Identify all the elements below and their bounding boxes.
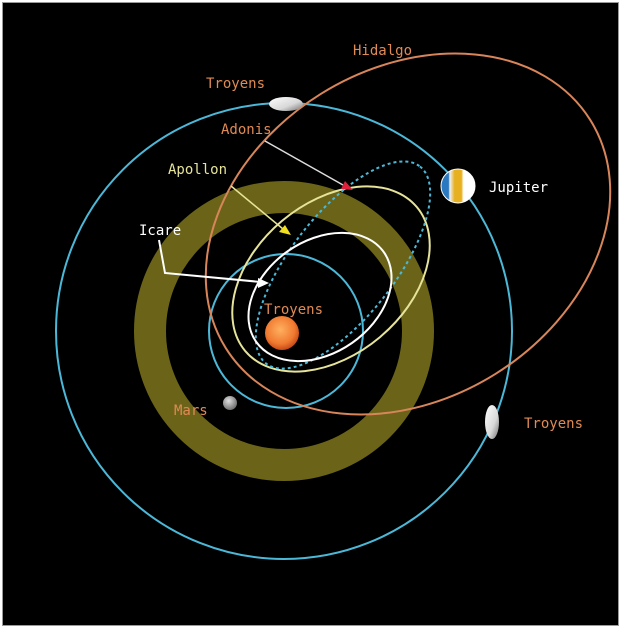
apollon-pointer — [230, 185, 284, 230]
sun — [265, 316, 299, 350]
label-troyens-center: Troyens — [264, 302, 323, 318]
asteroid-belt — [134, 181, 434, 481]
adonis-arrowhead — [341, 181, 353, 190]
adonis-pointer — [264, 140, 344, 186]
icare-arrowhead — [258, 278, 269, 288]
label-icare: Icare — [139, 223, 181, 239]
hidalgo-orbit — [204, 52, 612, 416]
jupiter-planet — [440, 168, 476, 204]
label-troyens-right: Troyens — [524, 416, 583, 432]
solar-system-diagram: Troyens Hidalgo Adonis Jupiter Apollon I… — [55, 43, 612, 560]
apollon-arrowhead — [279, 225, 291, 235]
troyens-right-body — [485, 405, 499, 439]
mars-planet — [223, 396, 237, 410]
icare-orbit — [247, 231, 393, 363]
label-jupiter: Jupiter — [489, 180, 548, 196]
label-hidalgo: Hidalgo — [353, 43, 412, 59]
label-troyens-top: Troyens — [206, 76, 265, 92]
apollon-orbit — [231, 185, 431, 373]
icare-pointer — [158, 239, 262, 283]
label-apollon: Apollon — [168, 162, 227, 178]
troyens-top-body — [269, 97, 303, 111]
adonis-orbit — [254, 160, 432, 370]
label-adonis: Adonis — [221, 122, 272, 138]
label-mars: Mars — [174, 403, 208, 419]
